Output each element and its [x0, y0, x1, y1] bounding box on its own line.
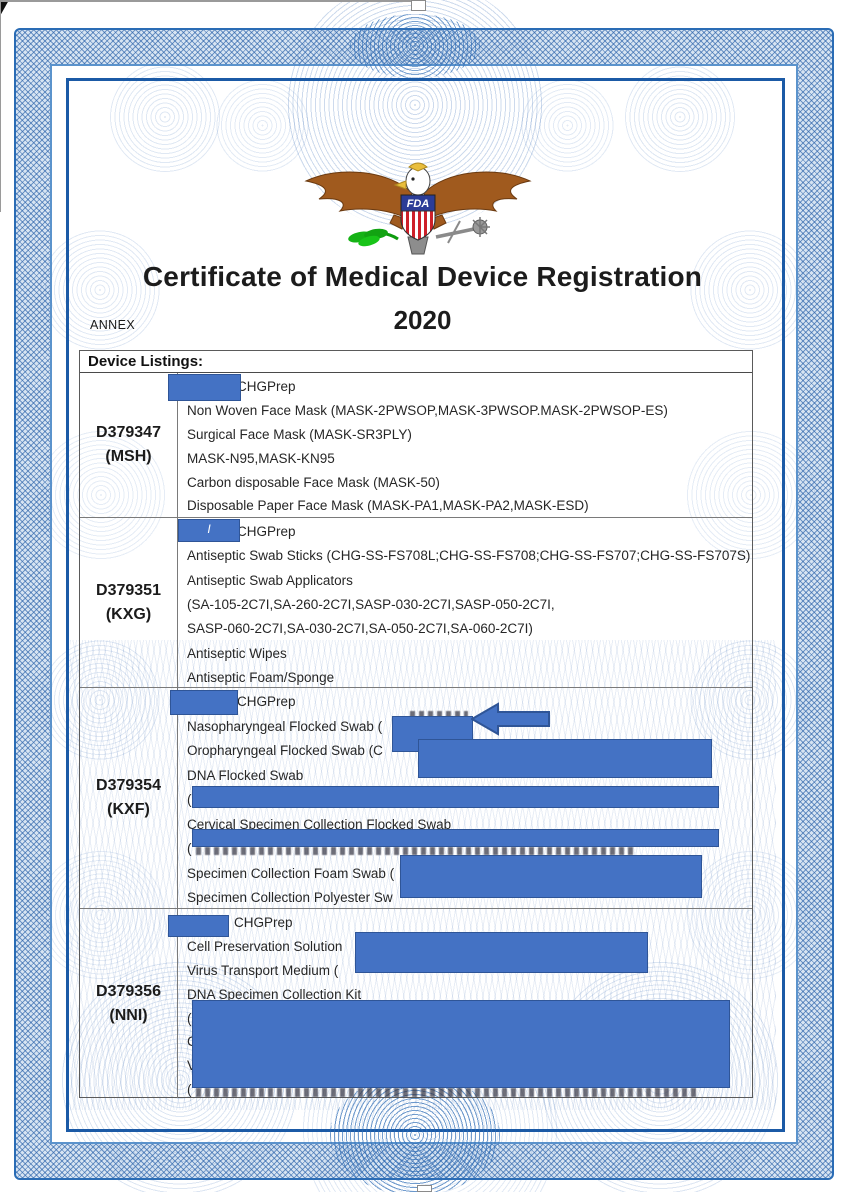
eagle-right-wing — [423, 171, 532, 218]
fda-eagle-logo: FDA — [304, 162, 532, 255]
device-line: CHGPrep — [237, 379, 296, 394]
scan-edge-line — [0, 0, 1, 212]
registration-id-cell: D379356 (NNI) — [80, 909, 178, 1098]
redaction-box — [192, 1000, 730, 1088]
selection-handle[interactable] — [411, 0, 426, 11]
scan-edge-line — [0, 0, 411, 2]
certificate-year: 2020 — [393, 305, 452, 335]
redaction-box — [192, 786, 719, 808]
device-lines: CHGPrep Nasopharyngeal Flocked Swab ( Or… — [178, 688, 752, 908]
device-line: Cervical Specimen Collection Flocked Swa… — [187, 816, 452, 832]
device-lines: CHGPrep Antiseptic Swab Sticks (CHG-SS-F… — [178, 518, 752, 687]
redaction-box — [400, 855, 702, 898]
fda-shield-text: FDA — [407, 198, 430, 210]
device-line: Antiseptic Wipes — [187, 645, 287, 661]
certificate-title: Certificate of Medical Device Registrati… — [142, 261, 703, 292]
device-line: Cell Preservation Solution — [187, 938, 343, 954]
device-line: C — [187, 1030, 752, 1054]
table-row: D379354 (KXF) CHGPrep Nasopharyngeal Flo… — [80, 687, 752, 908]
registration-id-cell: D379351 (KXG) — [80, 518, 178, 687]
obscured-text-fragment — [196, 1088, 696, 1097]
redaction-box — [355, 932, 648, 973]
eagle-beak — [393, 180, 407, 190]
device-line: DNA Specimen Collection Kit — [187, 986, 362, 1002]
device-lines: CHGPrep Cell Preservation Solution Virus… — [178, 909, 752, 1098]
device-line: Specimen Collection Foam Swab ( — [187, 865, 395, 881]
device-line: Nasopharyngeal Flocked Swab ( — [187, 718, 383, 734]
redaction-box — [192, 829, 719, 847]
device-line: V — [187, 1054, 752, 1078]
scan-corner-artifact — [0, 0, 9, 16]
device-line: Virus Transport Medium ( — [187, 962, 339, 978]
registration-number: D379354 — [96, 777, 161, 794]
device-line: CHGPrep — [237, 694, 296, 709]
selection-handle[interactable] — [417, 1185, 432, 1192]
eagle-left-wing — [304, 171, 413, 218]
device-line: Non Woven Face Mask (MASK-2PWSOP,MASK-3P… — [187, 402, 668, 418]
redaction-box — [168, 374, 241, 401]
mace — [435, 227, 475, 239]
device-line: Antiseptic Swab Sticks (CHG-SS-FS708L;CH… — [187, 548, 751, 564]
device-line: CHGPrep — [234, 915, 293, 930]
table-header: Device Listings: — [80, 351, 752, 373]
device-line: SASP-060-2C7I,SA-030-2C7I,SA-050-2C7I,SA… — [187, 621, 533, 637]
device-line: Disposable Paper Face Mask (MASK-PA1,MAS… — [187, 498, 589, 514]
redaction-box — [168, 915, 229, 937]
device-line: Antiseptic Swab Applicators — [187, 572, 353, 588]
device-line: ( — [187, 841, 192, 857]
redaction-cursor-mark: I — [207, 522, 211, 536]
product-code: (KXF) — [107, 801, 150, 818]
registration-id-cell: D379347 (MSH) — [80, 373, 178, 517]
product-code: (NNI) — [109, 1006, 148, 1024]
registration-number: D379351 — [96, 581, 161, 599]
device-line: DNA Flocked Swab — [187, 767, 304, 783]
registration-number: D379356 — [96, 982, 161, 1000]
annex-label: ANNEX — [90, 318, 136, 332]
left-arrow-shape — [471, 702, 550, 736]
obscured-text-fragment — [196, 847, 634, 855]
table-row: D379351 (KXG) CHGPrep Antiseptic Swab St… — [80, 517, 752, 687]
device-line: CHGPrep — [237, 524, 296, 539]
table-row: D379356 (NNI) CHGPrep Cell Preservation … — [80, 908, 752, 1098]
table-row: D379347 (MSH) CHGPrep Non Woven Face Mas… — [80, 373, 752, 517]
registration-id-cell: D379354 (KXF) — [80, 688, 178, 908]
redaction-box — [170, 690, 238, 715]
redaction-box — [418, 739, 712, 778]
device-line: ( — [187, 1010, 192, 1026]
device-line: Carbon disposable Face Mask (MASK-50) — [187, 474, 440, 490]
device-line: ( — [187, 792, 192, 808]
device-line: ( — [187, 1082, 192, 1098]
device-line: MASK-N95,MASK-KN95 — [187, 450, 335, 466]
device-lines: CHGPrep Non Woven Face Mask (MASK-2PWSOP… — [178, 373, 752, 517]
registration-number: D379347 — [96, 424, 161, 441]
device-line: Specimen Collection Polyester Sw — [187, 890, 393, 906]
device-line: Surgical Face Mask (MASK-SR3PLY) — [187, 426, 412, 442]
product-code: (KXG) — [105, 605, 152, 623]
device-line: Antiseptic Foam/Sponge — [187, 670, 335, 686]
product-code: (MSH) — [105, 448, 152, 465]
device-line: Oropharyngeal Flocked Swab (C — [187, 743, 383, 759]
redaction-box: I — [178, 519, 240, 542]
device-line: (SA-105-2C7I,SA-260-2C7I,SASP-030-2C7I,S… — [187, 597, 555, 613]
obscured-text-fragment — [410, 711, 468, 718]
